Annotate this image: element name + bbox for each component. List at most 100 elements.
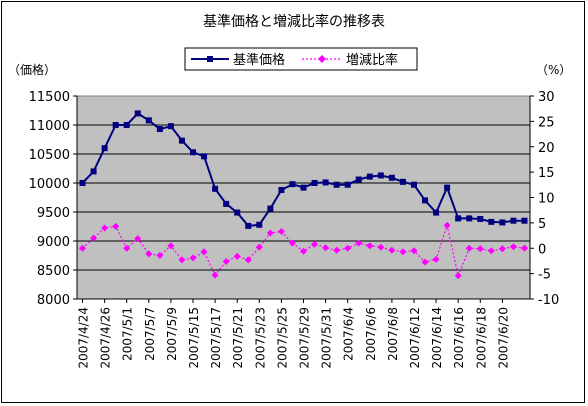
rate-point (288, 239, 296, 247)
price-point (223, 200, 230, 207)
price-point (388, 174, 395, 181)
rate-point (145, 250, 153, 258)
price-point (455, 215, 462, 222)
rate-point (211, 271, 219, 279)
x-tick-label: 2007/5/29 (298, 307, 312, 369)
rate-point (200, 248, 208, 256)
rate-point (266, 229, 274, 237)
rate-point (377, 243, 385, 251)
price-point (510, 217, 517, 224)
rate-point (333, 246, 341, 254)
price-point (377, 172, 384, 179)
x-tick-label: 2007/5/9 (165, 307, 179, 361)
x-tick-label: 2007/4/26 (99, 307, 113, 369)
rate-point (399, 248, 407, 256)
rate-point (123, 244, 131, 252)
rate-point (277, 228, 285, 236)
y-right-tick-label: 0 (538, 242, 546, 257)
rate-point (509, 243, 517, 251)
price-point (245, 222, 252, 229)
price-point (167, 123, 174, 130)
price-point (156, 126, 163, 133)
price-point (333, 181, 340, 188)
price-point (433, 209, 440, 216)
rate-point (443, 221, 451, 229)
y-right-tick-label: 5 (538, 217, 546, 232)
rate-point (222, 257, 230, 265)
x-tick-label: 2007/5/15 (187, 307, 201, 369)
legend-marker-price (207, 56, 213, 62)
x-tick-label: 2007/6/12 (408, 307, 422, 369)
series-price (79, 110, 528, 229)
y-left-tick-label: 9500 (37, 206, 70, 221)
x-tick-label: 2007/5/7 (143, 307, 157, 361)
plot-area (76, 95, 531, 300)
x-axis: 2007/4/24 2007/4/26 2007/5/1 2007/5/7 2007/5… (77, 299, 510, 369)
price-point (90, 168, 97, 175)
price-point (101, 145, 108, 152)
rate-point (300, 247, 307, 255)
price-point (366, 173, 373, 180)
y-right-axis: -10 -5 0 5 10 15 20 25 30 (530, 90, 559, 308)
price-point (422, 197, 429, 204)
y-right-tick-label: -5 (538, 268, 551, 283)
y-right-tick-label: 20 (538, 141, 555, 156)
price-point (399, 178, 406, 185)
series-rate (79, 221, 528, 280)
rate-point (244, 256, 252, 264)
x-tick-label: 2007/5/1 (121, 307, 135, 361)
y-left-tick-label: 9000 (37, 235, 70, 250)
x-tick-label: 2007/4/24 (77, 307, 91, 369)
price-point (521, 217, 528, 224)
y-right-tick-label: 10 (538, 192, 555, 207)
x-tick-label: 2007/6/4 (342, 307, 356, 361)
y-left-axis-title: （価格） (8, 62, 56, 77)
rate-point (255, 243, 263, 251)
y-left-tick-label: 10500 (29, 148, 70, 163)
x-tick-label: 2007/6/20 (496, 307, 510, 369)
price-point (112, 122, 119, 128)
x-tick-label: 2007/5/23 (253, 307, 267, 369)
rate-point (90, 234, 98, 242)
price-point (355, 176, 362, 183)
legend: 基準価格 増減比率 (184, 47, 418, 71)
y-left-tick-label: 10000 (29, 177, 70, 192)
x-tick-label: 2007/6/6 (364, 307, 378, 361)
y-right-tick-label: 30 (538, 90, 555, 105)
price-point (256, 221, 263, 228)
rate-point (112, 222, 120, 230)
rate-point (134, 235, 142, 243)
price-point (410, 181, 417, 188)
rate-point (454, 272, 462, 280)
legend-box (184, 47, 418, 71)
price-point (79, 180, 86, 186)
rate-point (101, 224, 109, 232)
x-tick-label: 2007/6/14 (430, 307, 444, 369)
x-tick-label: 2007/5/17 (209, 307, 223, 369)
price-point (212, 185, 219, 192)
price-point (488, 218, 495, 225)
rate-point (178, 256, 186, 264)
rate-point (79, 244, 87, 252)
y-right-tick-label: 15 (538, 166, 555, 181)
rate-point (388, 246, 396, 254)
price-point (278, 186, 285, 193)
price-point (477, 215, 484, 222)
y-left-tick-label: 11000 (29, 119, 70, 134)
x-tick-label: 2007/6/8 (386, 307, 400, 361)
price-point (134, 110, 141, 117)
chart-title: 基準価格と増減比率の推移表 (203, 13, 385, 30)
price-point (123, 122, 130, 128)
price-point (311, 180, 318, 186)
x-tick-label: 2007/5/31 (320, 307, 334, 369)
price-point (344, 181, 351, 188)
x-tick-label: 2007/5/25 (275, 307, 289, 369)
y-left-axis: 8000 8500 9000 9500 10000 10500 11000 11500 (29, 90, 77, 308)
rate-point (311, 240, 319, 248)
y-left-tick-label: 8500 (37, 264, 70, 279)
price-point (267, 205, 274, 212)
legend-label-price: 基準価格 (233, 52, 285, 68)
y-right-tick-label: -10 (538, 293, 559, 308)
gridlines (76, 96, 531, 300)
price-point (499, 219, 506, 226)
